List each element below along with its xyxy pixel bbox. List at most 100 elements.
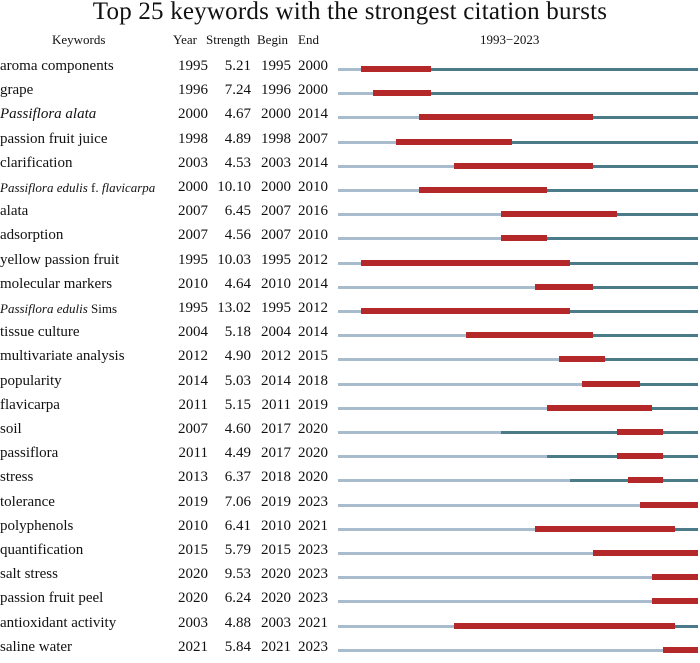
timeline-before-bar: [338, 455, 548, 459]
strength-value: 6.41: [224, 517, 251, 534]
begin-value: 2012: [261, 348, 291, 365]
burst-bar: [361, 308, 571, 314]
begin-value: 2019: [261, 493, 291, 510]
burst-bar: [396, 138, 513, 145]
burst-row: salt stress 2020 9.53 2020 2023: [0, 566, 700, 590]
begin-value: 2017: [261, 421, 291, 437]
year-value: 2012: [178, 348, 208, 365]
timeline-before-bar: [338, 92, 373, 96]
strength-value: 4.56: [224, 227, 251, 244]
timeline-before-bar: [338, 431, 501, 434]
year-value: 2004: [178, 324, 208, 341]
burst-row: tolerance 2019 7.06 2019 2023: [0, 494, 700, 518]
year-value: 2019: [178, 493, 208, 510]
begin-value: 2015: [261, 542, 291, 558]
timeline-before-bar: [338, 503, 640, 507]
strength-value: 5.21: [224, 58, 251, 74]
strength-value: 6.45: [224, 203, 251, 220]
timeline-before-bar: [338, 285, 536, 289]
keyword-label: polyphenols: [0, 517, 74, 534]
timeline-active-bar: [500, 237, 698, 241]
end-value: 2023: [298, 638, 328, 655]
burst-row: polyphenols 2010 6.41 2010 2021: [0, 518, 700, 542]
year-value: 2003: [178, 154, 208, 171]
burst-row: molecular markers 2010 4.64 2010 2014: [0, 276, 700, 300]
burst-row: popularity 2014 5.03 2014 2018: [0, 373, 700, 397]
burst-bar: [454, 162, 594, 169]
keyword-label: adsorption: [0, 227, 64, 244]
burst-row: clarification 2003 4.53 2003 2014: [0, 155, 700, 179]
timeline-before-bar: [338, 189, 420, 192]
burst-row: Passiflora edulis f. flavicarpa 2000 10.10…: [0, 179, 700, 203]
strength-value: 6.24: [224, 590, 251, 607]
strength-value: 9.53: [224, 566, 251, 583]
burst-row: multivariate analysis 2012 4.90 2012 2015: [0, 348, 700, 372]
burst-bar: [651, 598, 698, 605]
timeline-before-bar: [338, 382, 582, 386]
strength-value: 4.90: [224, 348, 251, 365]
year-value: 2007: [178, 421, 208, 437]
begin-value: 2017: [261, 445, 291, 462]
header-year: Year: [173, 32, 197, 47]
burst-bar: [419, 187, 548, 193]
end-value: 2023: [298, 493, 328, 510]
year-value: 2010: [178, 517, 208, 534]
burst-row: aroma components 1995 5.21 1995 2000: [0, 58, 700, 82]
burst-bar: [361, 259, 571, 266]
year-value: 2011: [178, 445, 208, 462]
keyword-label: antioxidant activity: [0, 614, 117, 631]
begin-value: 1995: [261, 251, 291, 268]
end-value: 2014: [298, 154, 328, 171]
strength-value: 7.06: [224, 493, 251, 510]
timeline-before-bar: [338, 68, 362, 71]
begin-value: 2011: [261, 396, 291, 413]
strength-value: 4.89: [224, 130, 251, 147]
begin-value: 2018: [261, 469, 291, 486]
burst-bar: [593, 550, 698, 556]
header-timeline: 1993−2023: [480, 32, 540, 47]
keyword-label: molecular markers: [0, 275, 113, 292]
timeline-active-bar: [396, 140, 698, 144]
burst-row: yellow passion fruit 1995 10.03 1995 2012: [0, 252, 700, 276]
begin-value: 1995: [261, 300, 291, 316]
keyword-label: Passiflora alata: [0, 106, 97, 123]
timeline-before-bar: [338, 576, 652, 580]
burst-bar: [558, 356, 606, 363]
keyword-label: passion fruit peel: [0, 590, 104, 607]
begin-value: 2007: [261, 203, 291, 220]
burst-row: stress 2013 6.37 2018 2020: [0, 469, 700, 493]
timeline-before-bar: [338, 527, 536, 531]
timeline-before-bar: [338, 406, 548, 410]
timeline-active-bar: [558, 358, 698, 362]
burst-bar: [500, 235, 548, 242]
begin-value: 1996: [261, 82, 291, 99]
begin-value: 1998: [261, 130, 291, 147]
end-value: 2021: [298, 517, 328, 534]
timeline-before-bar: [338, 624, 455, 628]
burst-bar: [628, 477, 664, 484]
keyword-label: passiflora: [0, 445, 59, 462]
burst-row: tissue culture 2004 5.18 2004 2014: [0, 324, 700, 348]
timeline-active-bar: [581, 382, 698, 386]
strength-value: 5.03: [224, 372, 251, 389]
end-value: 2014: [298, 324, 328, 341]
year-value: 1998: [178, 130, 208, 147]
timeline-before-bar: [338, 164, 455, 168]
year-value: 2013: [178, 469, 208, 486]
keyword-label: tissue culture: [0, 324, 80, 341]
timeline-before-bar: [338, 237, 501, 241]
burst-row: adsorption 2007 4.56 2007 2010: [0, 227, 700, 251]
strength-value: 4.60: [224, 421, 251, 437]
timeline-active-bar: [372, 92, 698, 96]
keyword-label: grape: [0, 82, 34, 99]
timeline-before-bar: [338, 334, 466, 338]
begin-value: 2010: [261, 275, 291, 292]
begin-value: 2004: [261, 324, 291, 341]
chart-title: Top 25 keywords with the strongest citat…: [92, 0, 608, 25]
header-begin: Begin: [257, 32, 289, 47]
burst-bar: [500, 211, 617, 218]
keyword-label: multivariate analysis: [0, 348, 125, 365]
year-value: 1995: [178, 300, 208, 316]
keyword-label: alata: [0, 203, 29, 220]
